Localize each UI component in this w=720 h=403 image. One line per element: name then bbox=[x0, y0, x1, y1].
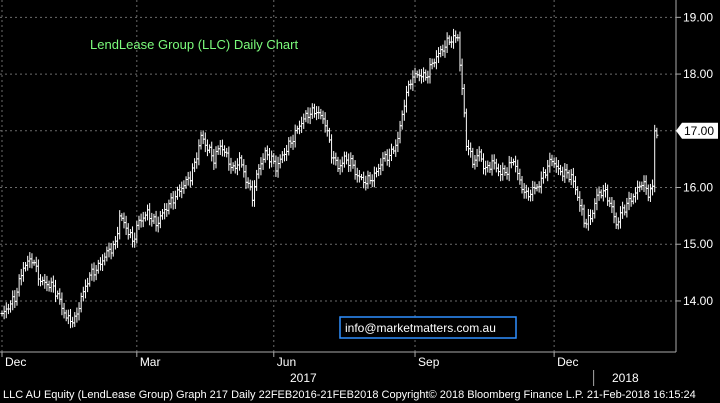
last-price-label: 17.00 bbox=[684, 124, 714, 138]
chart-title: LendLease Group (LLC) Daily Chart bbox=[90, 37, 298, 52]
watermark-border bbox=[339, 316, 517, 339]
grid-lines bbox=[0, 0, 676, 352]
last-price-tag-shape bbox=[676, 122, 718, 139]
x-tick-label: Jun bbox=[277, 355, 296, 369]
year-label: 2018 bbox=[612, 371, 639, 385]
ohlc-bar bbox=[655, 127, 659, 139]
x-tick-label: Mar bbox=[140, 355, 161, 369]
footer-background bbox=[0, 386, 720, 403]
watermark-box: info@marketmatters.com.au bbox=[339, 316, 517, 339]
watermark-email: info@marketmatters.com.au bbox=[345, 321, 496, 335]
y-tick-label: 19.00 bbox=[683, 10, 713, 24]
ohlc-bars bbox=[0, 28, 659, 329]
x-axis: Dec Mar Jun Sep Dec 2017 2018 bbox=[0, 351, 676, 386]
x-tick-label: Sep bbox=[418, 355, 440, 369]
y-tick-label: 14.00 bbox=[683, 294, 713, 308]
y-tick-label: 16.00 bbox=[683, 181, 713, 195]
y-tick-label: 18.00 bbox=[683, 67, 713, 81]
y-tick-label: 15.00 bbox=[683, 237, 713, 251]
last-price-tag: 17.00 bbox=[676, 122, 718, 139]
x-tick-label: Dec bbox=[557, 355, 578, 369]
x-tick-label: Dec bbox=[5, 355, 26, 369]
footer-text: LLC AU Equity (LendLease Group) Graph 21… bbox=[3, 389, 696, 401]
year-label: 2017 bbox=[290, 371, 317, 385]
